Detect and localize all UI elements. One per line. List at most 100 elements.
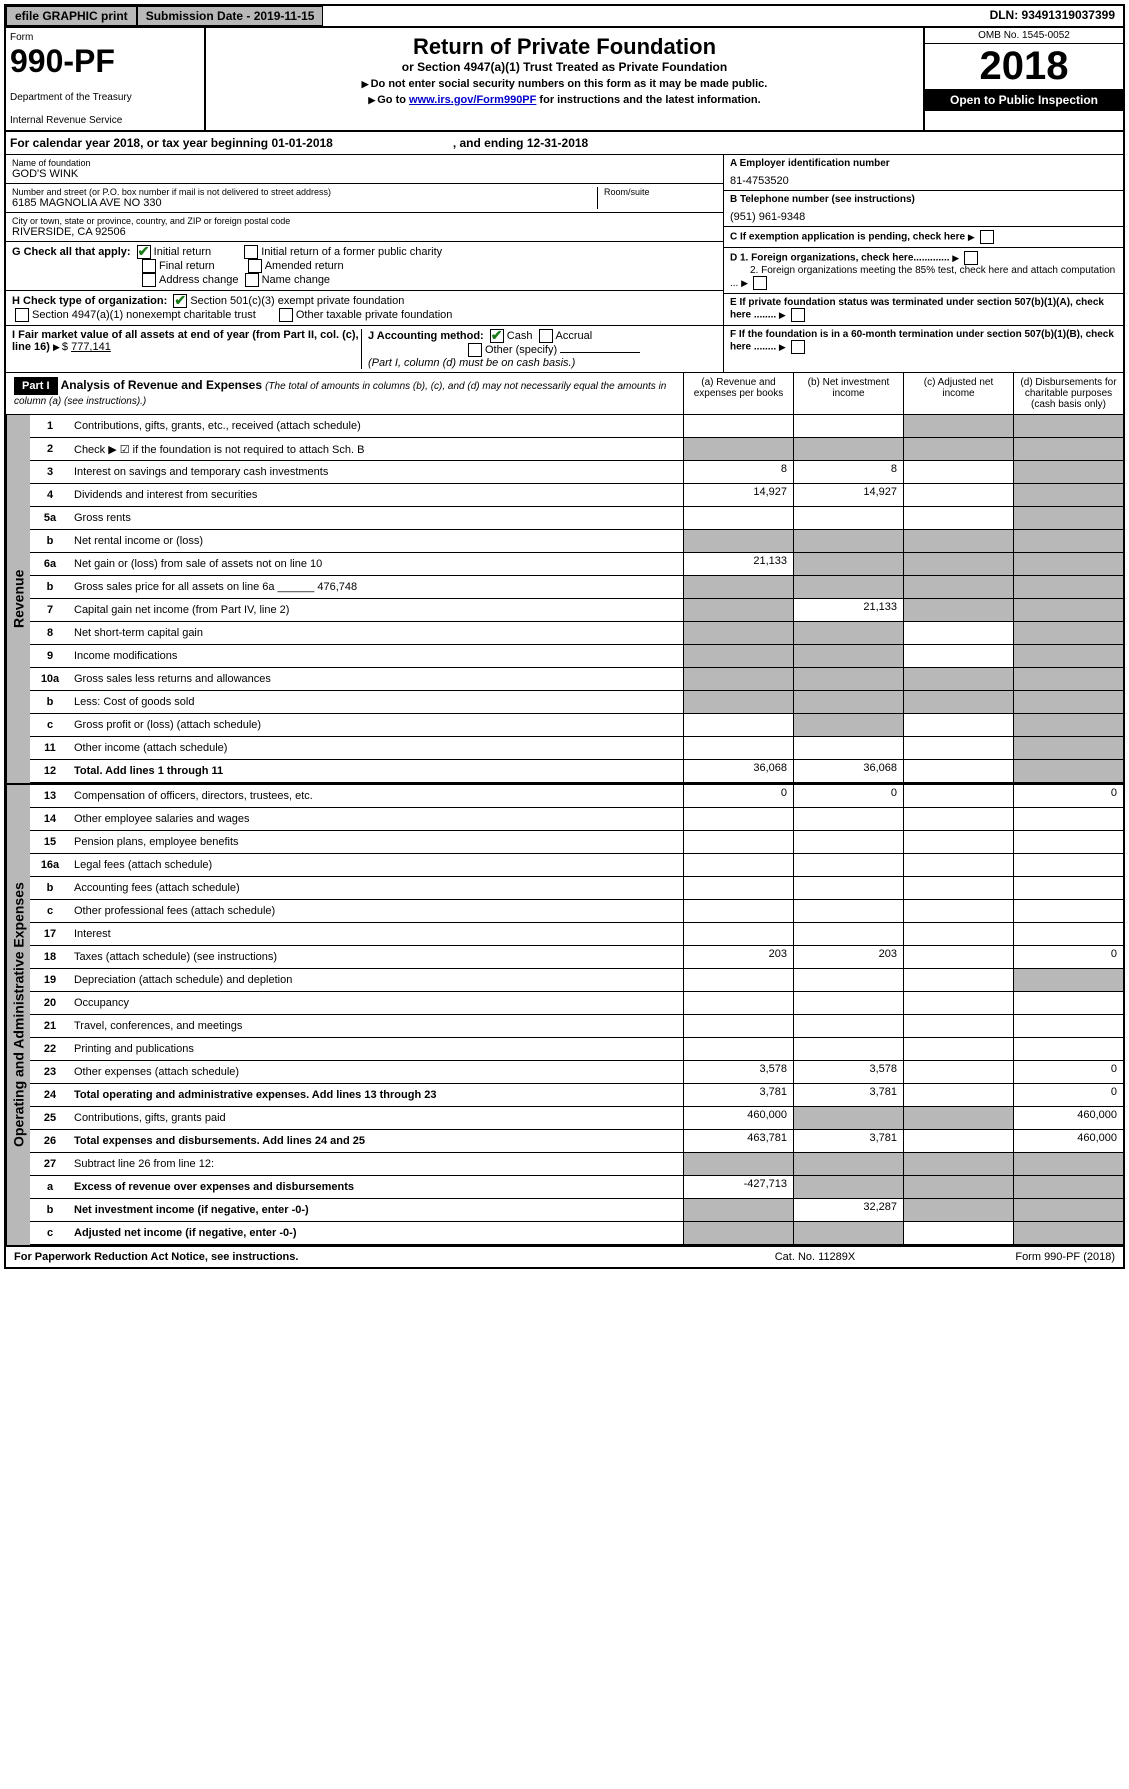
line-description: Depreciation (attach schedule) and deple…	[70, 972, 683, 988]
final-return-checkbox[interactable]	[142, 259, 156, 273]
line-value-col-b: 21,133	[793, 599, 903, 621]
c-checkbox[interactable]	[980, 230, 994, 244]
table-row: 4Dividends and interest from securities1…	[30, 484, 1123, 507]
line-value-col-b	[793, 1038, 903, 1060]
table-row: 7Capital gain net income (from Part IV, …	[30, 599, 1123, 622]
col-c-header: (c) Adjusted net income	[903, 373, 1013, 414]
address-change-checkbox[interactable]	[142, 273, 156, 287]
line-number: 17	[30, 926, 70, 942]
table-row: cOther professional fees (attach schedul…	[30, 900, 1123, 923]
line-value-col-c	[903, 645, 1013, 667]
line-value-col-d	[1013, 1176, 1123, 1198]
d2-checkbox[interactable]	[753, 276, 767, 290]
line-description: Gross sales less returns and allowances	[70, 671, 683, 687]
dln-label: DLN: 93491319037399	[982, 6, 1123, 26]
table-row: 11Other income (attach schedule)	[30, 737, 1123, 760]
address-cell: Number and street (or P.O. box number if…	[6, 184, 723, 213]
line-value-col-a	[683, 808, 793, 830]
line-number: 12	[30, 763, 70, 779]
efile-print-button[interactable]: efile GRAPHIC print	[6, 6, 137, 26]
line-value-col-d	[1013, 438, 1123, 460]
table-row: 9Income modifications	[30, 645, 1123, 668]
line-value-col-b	[793, 808, 903, 830]
line-description: Less: Cost of goods sold	[70, 694, 683, 710]
line-value-col-a	[683, 438, 793, 460]
line-value-col-d: 0	[1013, 946, 1123, 968]
phone-label: B Telephone number (see instructions)	[730, 194, 1117, 205]
revenue-section: Revenue 1Contributions, gifts, grants, e…	[6, 415, 1123, 783]
amended-return-checkbox[interactable]	[248, 259, 262, 273]
table-row: 6aNet gain or (loss) from sale of assets…	[30, 553, 1123, 576]
line-description: Subtract line 26 from line 12:	[70, 1156, 683, 1172]
line-description: Gross rents	[70, 510, 683, 526]
g-label: G Check all that apply:	[12, 246, 131, 258]
submission-date-button[interactable]: Submission Date - 2019-11-15	[137, 6, 324, 26]
line-value-col-a	[683, 507, 793, 529]
line-description: Gross sales price for all assets on line…	[70, 579, 683, 595]
line-number: b	[30, 533, 70, 549]
irs-link[interactable]: www.irs.gov/Form990PF	[409, 94, 536, 106]
line-value-col-d: 460,000	[1013, 1130, 1123, 1152]
line-value-col-a	[683, 645, 793, 667]
line-value-col-b	[793, 854, 903, 876]
line-number: b	[30, 880, 70, 896]
line-value-col-a: 14,927	[683, 484, 793, 506]
line-value-col-d	[1013, 714, 1123, 736]
line-value-col-c	[903, 668, 1013, 690]
arrow-icon	[53, 341, 62, 353]
table-row: 17Interest	[30, 923, 1123, 946]
4947a1-checkbox[interactable]	[15, 308, 29, 322]
check-h-row: H Check type of organization: Section 50…	[6, 291, 723, 326]
part1-badge: Part I	[14, 377, 58, 395]
line-value-col-c	[903, 484, 1013, 506]
line-value-col-a	[683, 900, 793, 922]
expenses-table-body: 13Compensation of officers, directors, t…	[30, 785, 1123, 1245]
line-value-col-d	[1013, 831, 1123, 853]
line-value-col-b	[793, 576, 903, 598]
arrow-icon	[779, 342, 788, 353]
d1-checkbox[interactable]	[964, 251, 978, 265]
501c3-checkbox[interactable]	[173, 294, 187, 308]
line-value-col-c	[903, 622, 1013, 644]
initial-former-checkbox[interactable]	[244, 245, 258, 259]
line-number: 6a	[30, 556, 70, 572]
other-specify-input[interactable]	[560, 352, 640, 353]
line-value-col-a	[683, 599, 793, 621]
table-row: 24Total operating and administrative exp…	[30, 1084, 1123, 1107]
other-taxable-checkbox[interactable]	[279, 308, 293, 322]
d2-label: 2. Foreign organizations meeting the 85%…	[730, 265, 1115, 289]
line-value-col-c	[903, 737, 1013, 759]
expenses-section: Operating and Administrative Expenses 13…	[6, 783, 1123, 1245]
line-value-col-d: 0	[1013, 785, 1123, 807]
form-title: Return of Private Foundation	[212, 34, 917, 60]
name-change-checkbox[interactable]	[245, 273, 259, 287]
line-value-col-a	[683, 668, 793, 690]
line-value-col-d	[1013, 923, 1123, 945]
line-description: Pension plans, employee benefits	[70, 834, 683, 850]
line-value-col-c	[903, 946, 1013, 968]
line-description: Taxes (attach schedule) (see instruction…	[70, 949, 683, 965]
line-value-col-c	[903, 461, 1013, 483]
line-description: Gross profit or (loss) (attach schedule)	[70, 717, 683, 733]
fmv-i-label: I Fair market value of all assets at end…	[12, 329, 359, 353]
line-value-col-a	[683, 530, 793, 552]
other-method-checkbox[interactable]	[468, 343, 482, 357]
page-footer: For Paperwork Reduction Act Notice, see …	[6, 1245, 1123, 1267]
f-checkbox[interactable]	[791, 340, 805, 354]
line-value-col-d	[1013, 553, 1123, 575]
e-checkbox[interactable]	[791, 308, 805, 322]
fmv-i-block: I Fair market value of all assets at end…	[12, 329, 361, 369]
phone-cell: B Telephone number (see instructions) (9…	[724, 191, 1123, 227]
initial-return-checkbox[interactable]	[137, 245, 151, 259]
cash-checkbox[interactable]	[490, 329, 504, 343]
line-description: Total. Add lines 1 through 11	[70, 763, 683, 779]
line-value-col-a	[683, 877, 793, 899]
expenses-side-label: Operating and Administrative Expenses	[6, 785, 30, 1245]
line-description: Printing and publications	[70, 1041, 683, 1057]
line-value-col-c	[903, 553, 1013, 575]
line-value-col-a	[683, 1222, 793, 1244]
accrual-checkbox[interactable]	[539, 329, 553, 343]
info-left-column: Name of foundation GOD'S WINK Number and…	[6, 155, 723, 372]
line-value-col-c	[903, 438, 1013, 460]
calyear-prefix: For calendar year 2018, or tax year begi…	[10, 136, 271, 150]
